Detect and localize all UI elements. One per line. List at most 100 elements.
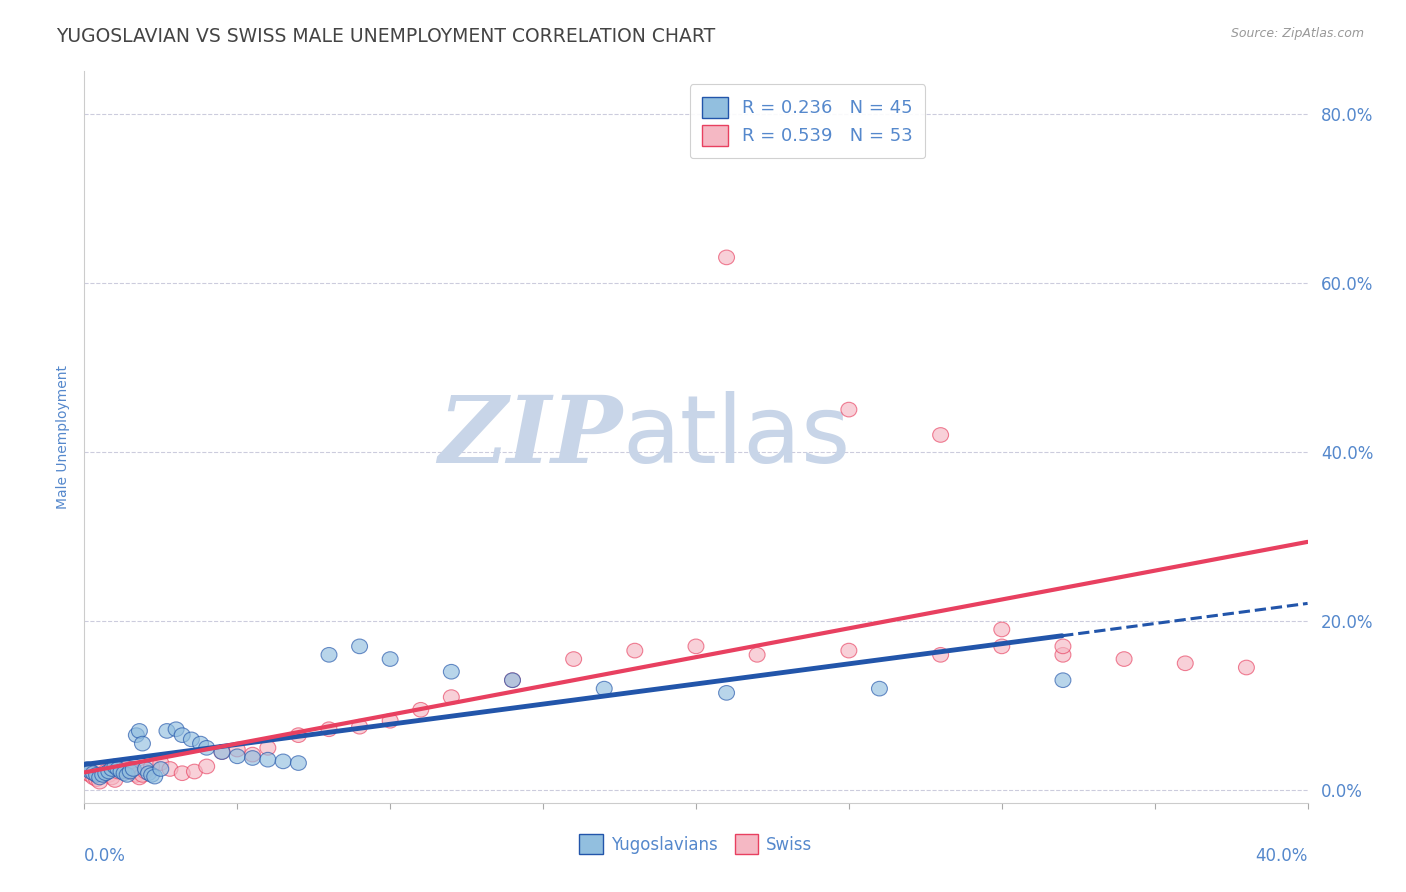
Ellipse shape (321, 722, 337, 737)
Ellipse shape (1116, 652, 1132, 666)
Ellipse shape (94, 762, 111, 776)
Text: ZIP: ZIP (439, 392, 623, 482)
Ellipse shape (183, 732, 200, 747)
Ellipse shape (382, 714, 398, 728)
Ellipse shape (174, 728, 190, 742)
Ellipse shape (128, 728, 145, 742)
Ellipse shape (1054, 648, 1071, 662)
Ellipse shape (1177, 656, 1194, 671)
Text: Source: ZipAtlas.com: Source: ZipAtlas.com (1230, 27, 1364, 40)
Ellipse shape (131, 723, 148, 739)
Ellipse shape (125, 762, 141, 776)
Ellipse shape (214, 745, 231, 759)
Ellipse shape (245, 751, 260, 765)
Ellipse shape (198, 740, 215, 756)
Y-axis label: Male Unemployment: Male Unemployment (56, 365, 70, 509)
Ellipse shape (565, 652, 582, 666)
Ellipse shape (83, 768, 98, 782)
Ellipse shape (718, 250, 734, 265)
Ellipse shape (382, 652, 398, 666)
Ellipse shape (138, 762, 153, 776)
Ellipse shape (994, 639, 1010, 654)
Ellipse shape (128, 768, 145, 782)
Ellipse shape (120, 768, 135, 782)
Ellipse shape (146, 769, 163, 784)
Ellipse shape (135, 768, 150, 782)
Ellipse shape (110, 764, 127, 779)
Ellipse shape (153, 762, 169, 776)
Ellipse shape (91, 770, 108, 785)
Ellipse shape (321, 648, 337, 662)
Ellipse shape (260, 752, 276, 767)
Text: 40.0%: 40.0% (1256, 847, 1308, 864)
Ellipse shape (193, 736, 208, 751)
Ellipse shape (112, 764, 129, 779)
Ellipse shape (143, 768, 160, 782)
Ellipse shape (89, 768, 104, 782)
Ellipse shape (89, 772, 104, 787)
Ellipse shape (443, 690, 460, 705)
Ellipse shape (117, 766, 132, 780)
Ellipse shape (169, 722, 184, 737)
Ellipse shape (138, 764, 153, 779)
Ellipse shape (162, 762, 179, 776)
Ellipse shape (120, 764, 135, 779)
Ellipse shape (352, 639, 367, 654)
Ellipse shape (413, 703, 429, 717)
Ellipse shape (159, 723, 174, 739)
Ellipse shape (229, 749, 245, 764)
Ellipse shape (932, 648, 949, 662)
Ellipse shape (718, 686, 734, 700)
Ellipse shape (104, 770, 120, 785)
Ellipse shape (104, 762, 120, 776)
Ellipse shape (122, 764, 138, 779)
Ellipse shape (110, 762, 127, 776)
Ellipse shape (291, 728, 307, 742)
Ellipse shape (125, 764, 141, 779)
Ellipse shape (443, 665, 460, 679)
Ellipse shape (98, 766, 114, 780)
Ellipse shape (245, 747, 260, 762)
Ellipse shape (229, 742, 245, 756)
Ellipse shape (174, 766, 190, 780)
Ellipse shape (107, 759, 122, 773)
Ellipse shape (80, 762, 96, 776)
Ellipse shape (291, 756, 307, 771)
Ellipse shape (841, 402, 856, 417)
Ellipse shape (112, 762, 129, 776)
Ellipse shape (86, 766, 101, 780)
Ellipse shape (198, 759, 215, 773)
Ellipse shape (505, 673, 520, 688)
Ellipse shape (94, 768, 111, 782)
Ellipse shape (276, 754, 291, 769)
Text: YUGOSLAVIAN VS SWISS MALE UNEMPLOYMENT CORRELATION CHART: YUGOSLAVIAN VS SWISS MALE UNEMPLOYMENT C… (56, 27, 716, 45)
Ellipse shape (1054, 639, 1071, 654)
Ellipse shape (260, 740, 276, 756)
Ellipse shape (352, 719, 367, 734)
Ellipse shape (627, 643, 643, 658)
Ellipse shape (841, 643, 856, 658)
Ellipse shape (153, 756, 169, 771)
Text: 0.0%: 0.0% (84, 847, 127, 864)
Ellipse shape (1054, 673, 1071, 688)
Ellipse shape (131, 770, 148, 785)
Ellipse shape (80, 766, 96, 780)
Ellipse shape (688, 639, 704, 654)
Ellipse shape (101, 768, 117, 782)
Ellipse shape (107, 772, 122, 788)
Text: atlas: atlas (623, 391, 851, 483)
Legend: Yugoslavians, Swiss: Yugoslavians, Swiss (572, 828, 820, 860)
Ellipse shape (187, 764, 202, 779)
Ellipse shape (749, 648, 765, 662)
Ellipse shape (86, 770, 101, 785)
Ellipse shape (117, 759, 132, 773)
Ellipse shape (135, 736, 150, 751)
Ellipse shape (83, 764, 98, 779)
Ellipse shape (596, 681, 612, 696)
Ellipse shape (98, 764, 114, 779)
Ellipse shape (994, 622, 1010, 637)
Ellipse shape (505, 673, 520, 688)
Ellipse shape (141, 766, 156, 780)
Ellipse shape (91, 774, 108, 789)
Ellipse shape (143, 759, 160, 773)
